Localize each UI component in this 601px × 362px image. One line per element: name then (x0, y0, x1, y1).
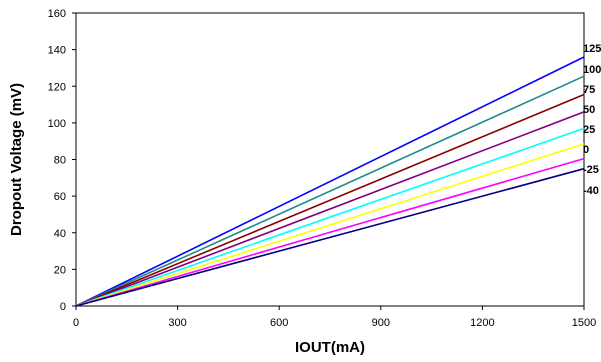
y-tick-label: 60 (54, 191, 66, 203)
series-line-2 (75, 93, 585, 307)
y-axis-title: Dropout Voltage (mV) (8, 83, 25, 236)
x-tick-label: 600 (270, 317, 288, 329)
series-label: 75 (583, 84, 595, 96)
x-tick-label: 1500 (572, 317, 596, 329)
x-tick-label: 900 (372, 317, 390, 329)
x-tick-label: 1200 (470, 317, 494, 329)
axis-ticks: 0 300 600 900 1200 1500 0 20 40 60 80 100 120 140 160 (48, 8, 597, 329)
series-labels: 125 100 75 50 25 0 -25 -40 (583, 43, 601, 197)
x-axis-title: IOUT(mA) (295, 339, 365, 356)
series-label: 100 (583, 64, 601, 76)
x-tick-label: 300 (168, 317, 186, 329)
series-label: -40 (583, 185, 599, 197)
series-line-6 (75, 157, 585, 307)
y-tick-label: 140 (48, 45, 66, 57)
plot-area (75, 12, 585, 307)
series-line-5 (75, 143, 585, 307)
x-tick-label: 0 (73, 317, 79, 329)
series-line-3 (75, 111, 585, 307)
y-tick-label: 20 (54, 264, 66, 276)
series-label: 0 (583, 144, 589, 156)
series-line-4 (75, 127, 585, 307)
series-label: 125 (583, 43, 601, 55)
y-tick-label: 40 (54, 228, 66, 240)
series-line-7 (75, 167, 585, 307)
y-tick-label: 0 (60, 301, 66, 313)
y-tick-label: 160 (48, 8, 66, 20)
y-tick-label: 100 (48, 118, 66, 130)
y-tick-label: 120 (48, 81, 66, 93)
series-line-1 (75, 75, 585, 307)
series-label: 25 (583, 124, 595, 136)
plot-border (75, 12, 585, 307)
series-label: 50 (583, 104, 595, 116)
series-lines (75, 56, 585, 307)
y-tick-label: 80 (54, 155, 66, 167)
series-line-0 (75, 56, 585, 307)
series-label: -25 (583, 164, 599, 176)
